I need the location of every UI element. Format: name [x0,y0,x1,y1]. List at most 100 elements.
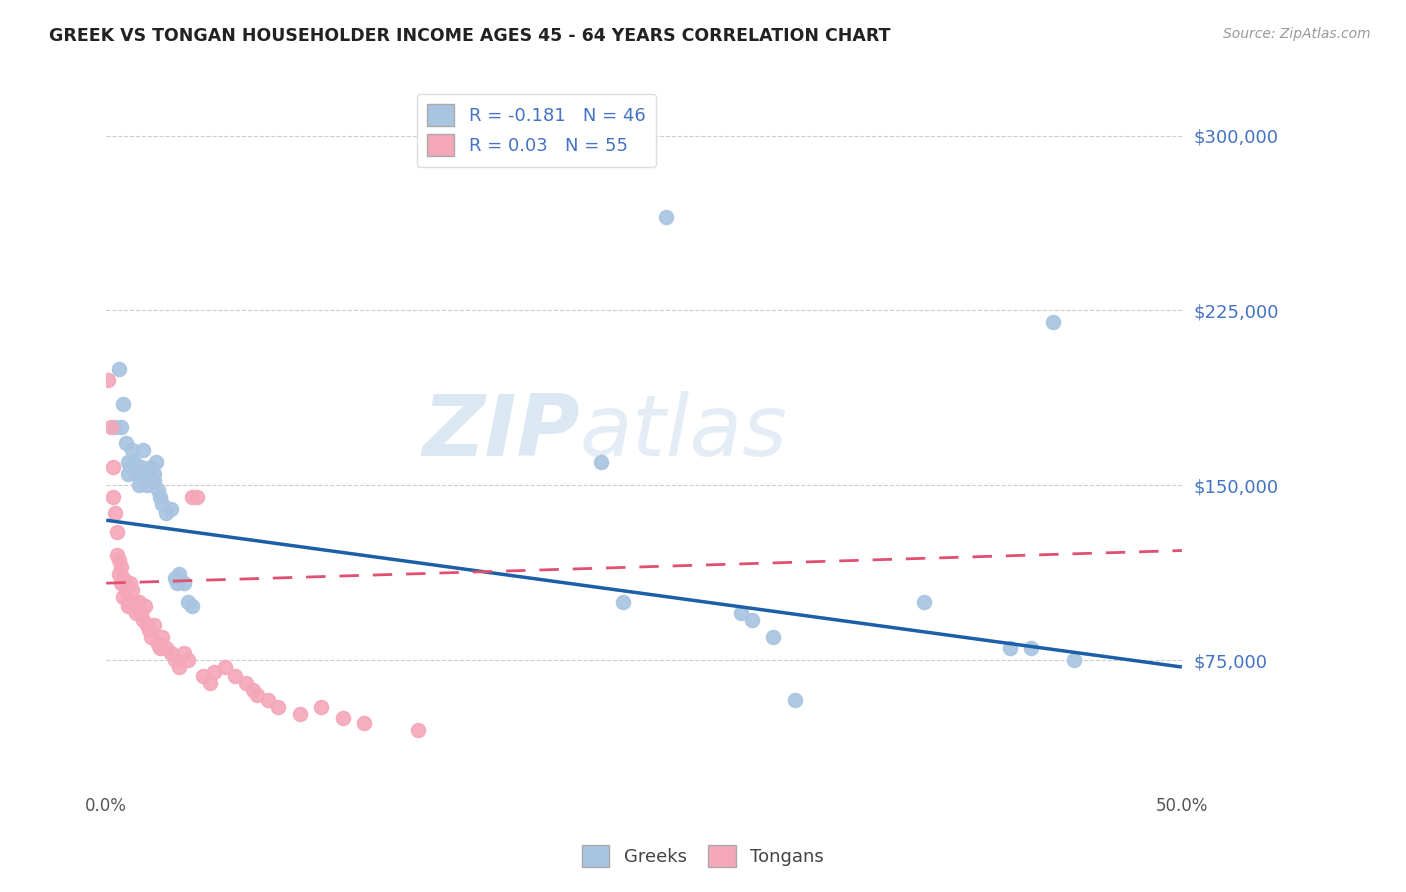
Point [155,641,177,656]
Point [145,455,167,469]
Point [117,455,139,469]
Point [121,583,143,598]
Point [118,459,141,474]
Point [169,660,191,674]
Point [141,630,163,644]
Point [150,497,173,511]
Point [142,618,165,632]
Point [288,706,311,721]
Point [138,623,160,637]
Point [112,572,135,586]
Point [122,455,145,469]
Legend: Greeks, Tongans: Greeks, Tongans [575,838,831,874]
Point [128,595,150,609]
Point [136,478,159,492]
Point [129,459,152,474]
Point [149,490,172,504]
Point [741,614,763,628]
Point [97,373,120,387]
Point [110,576,132,591]
Point [129,607,152,621]
Point [202,665,225,679]
Point [998,641,1021,656]
Point [138,467,160,481]
Point [125,467,148,481]
Point [128,478,150,492]
Text: ZIP: ZIP [422,392,579,475]
Point [166,576,188,591]
Point [117,595,139,609]
Point [146,637,169,651]
Point [108,361,131,376]
Point [105,524,128,539]
Point [191,669,214,683]
Point [121,443,143,458]
Point [198,676,221,690]
Point [146,483,169,497]
Text: GREEK VS TONGAN HOUSEHOLDER INCOME AGES 45 - 64 YEARS CORRELATION CHART: GREEK VS TONGAN HOUSEHOLDER INCOME AGES … [49,27,891,45]
Point [246,688,269,702]
Point [114,583,136,598]
Point [118,576,141,591]
Point [256,692,278,706]
Point [104,506,127,520]
Point [117,467,139,481]
Point [101,490,124,504]
Point [159,501,181,516]
Point [132,443,155,458]
Point [108,553,131,567]
Point [1042,315,1064,329]
Point [267,699,290,714]
Point [142,474,165,488]
Point [150,630,173,644]
Point [181,490,204,504]
Point [100,420,122,434]
Point [142,467,165,481]
Point [762,630,785,644]
Point [159,646,181,660]
Point [177,653,200,667]
Point [169,566,191,581]
Point [114,576,136,591]
Point [110,559,132,574]
Text: atlas: atlas [579,392,787,475]
Point [165,572,187,586]
Point [242,683,264,698]
Point [101,459,124,474]
Point [332,711,354,725]
Point [134,599,156,614]
Point [112,590,135,604]
Point [110,420,132,434]
Point [136,618,159,632]
Point [114,436,136,450]
Point [104,420,127,434]
Point [912,595,935,609]
Point [186,490,208,504]
Text: Source: ZipAtlas.com: Source: ZipAtlas.com [1223,27,1371,41]
Point [311,699,333,714]
Point [783,692,806,706]
Point [177,595,200,609]
Point [406,723,429,737]
Point [235,676,257,690]
Point [224,669,246,683]
Point [589,455,612,469]
Point [112,397,135,411]
Point [128,467,150,481]
Point [141,459,163,474]
Point [165,653,187,667]
Point [122,459,145,474]
Point [612,595,634,609]
Point [353,716,375,731]
Point [108,566,131,581]
Legend: R = -0.181   N = 46, R = 0.03   N = 55: R = -0.181 N = 46, R = 0.03 N = 55 [416,94,657,167]
Point [117,599,139,614]
Point [214,660,236,674]
Point [105,548,128,562]
Point [134,467,156,481]
Point [125,607,148,621]
Point [654,211,676,225]
Point [122,595,145,609]
Point [173,576,195,591]
Point [1063,653,1085,667]
